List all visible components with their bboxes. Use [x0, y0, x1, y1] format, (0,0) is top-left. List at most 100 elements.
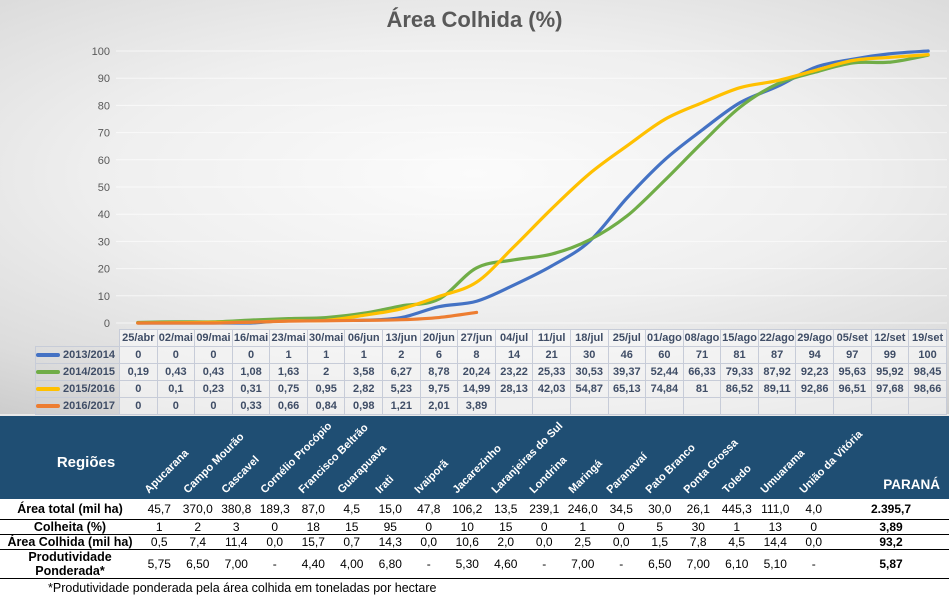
region-column-header: Francisco Beltrão: [296, 421, 371, 496]
value-cell: 89,11: [757, 380, 797, 399]
value-cell: 98,45: [908, 363, 947, 382]
value-cell: 0,43: [194, 363, 233, 382]
region-value-cell: 30: [691, 519, 705, 534]
y-tick-label: 30: [98, 236, 110, 248]
value-cell: 60: [645, 345, 684, 365]
series-row: 2016/2017 0 0 0 0,33 0,66 0,84 0,98 1,21 2,01 3,89: [35, 397, 947, 416]
region-column-header: Laranjeiras do Sul: [489, 420, 566, 496]
value-cell: [682, 397, 722, 416]
value-cell: 97,68: [870, 380, 910, 399]
region-value-cell: 13,5: [494, 501, 518, 516]
value-cell: 94: [795, 345, 834, 365]
value-cell: [908, 397, 947, 416]
region-column-header: Cornélio Procópio: [258, 420, 335, 496]
region-value-cell: -: [426, 556, 431, 571]
value-cell: 81: [682, 380, 722, 399]
value-cell: 46: [607, 345, 647, 365]
value-cell: 2,01: [419, 397, 459, 416]
value-cell: [832, 397, 872, 416]
value-cell: 3,89: [457, 397, 496, 416]
value-cell: 42,03: [532, 380, 571, 399]
region-value-cell: 14,4: [763, 534, 787, 549]
region-value-cell: 0,0: [535, 534, 553, 549]
panel-divider: [0, 414, 949, 416]
date-header-cell: 05/set: [832, 329, 872, 347]
region-value-cell: 5,10: [763, 556, 787, 571]
value-cell: 1,08: [231, 363, 271, 382]
series-line-2016-2017: [136, 310, 479, 325]
region-value-cell: 45,7: [147, 501, 171, 516]
series-row: 2015/2016 0 0,1 0,23 0,31 0,75 0,95 2,82 5,23 9,7…: [35, 380, 947, 399]
value-cell: 0,19: [119, 363, 158, 382]
region-value-cell: 6,10: [725, 556, 749, 571]
region-column-header: Cascavel: [219, 453, 262, 496]
region-value-cell: 0: [810, 519, 818, 534]
region-column-header: Paranavaí: [604, 450, 651, 496]
y-tick-label: 60: [98, 155, 110, 167]
date-header-cell: 13/jun: [382, 329, 421, 347]
value-cell: 0,1: [156, 380, 196, 399]
region-value-cell: 0,0: [805, 534, 823, 549]
region-value-cell: 87,0: [301, 501, 325, 516]
table-corner-cell: [36, 330, 120, 347]
value-cell: 14,99: [457, 380, 496, 399]
region-value-cell: -: [619, 556, 624, 571]
value-cell: 86,52: [720, 380, 759, 399]
chart-title: Área Colhida (%): [386, 7, 563, 32]
y-axis-labels: 0 10 20 30 40 50 60 70 80 90 100: [92, 46, 110, 330]
region-value-cell: 26,1: [686, 501, 710, 516]
region-value-cell: 4,00: [340, 556, 364, 571]
region-value-cell: 380,8: [221, 501, 252, 516]
region-value-cell: 3: [232, 519, 240, 534]
date-header-cell: 15/ago: [720, 329, 759, 347]
y-tick-label: 10: [98, 291, 110, 303]
region-value-cell: 11,4: [225, 534, 248, 549]
value-cell: 1: [344, 345, 384, 365]
date-header-cell: 20/jun: [419, 329, 459, 347]
region-row: Colheita (%) 1 2 3 0 18 15 95 0 10 15 0 1 0 5 30 1 13 0 3,8…: [0, 519, 949, 534]
region-value-cell: 370,0: [182, 501, 213, 516]
region-row: Área total (mil ha) 45,7 370,0 380,8 189,3 87…: [0, 499, 949, 519]
value-cell: [720, 397, 759, 416]
region-value-cell: -: [811, 556, 816, 571]
parana-total-cell: 93,2: [879, 534, 903, 549]
parana-total-cell: 5,87: [879, 556, 903, 571]
value-cell: 0,98: [344, 397, 384, 416]
chart-panel: 0 10 20 30 40 50 60 70 80 90 100 Área Colhida (%) …: [0, 0, 949, 416]
region-value-cell: 4,40: [301, 556, 325, 571]
value-cell: 0,23: [194, 380, 233, 399]
region-value-cell: 5: [656, 519, 664, 534]
region-column-header: Ivaiporã: [412, 457, 451, 496]
y-tick-label: 90: [98, 73, 110, 85]
region-value-cell: 7,00: [571, 556, 595, 571]
value-cell: 1: [306, 345, 346, 365]
gridlines: [116, 50, 947, 324]
value-cell: 5,23: [382, 380, 421, 399]
date-header-cell: 30/mai: [306, 329, 346, 347]
legend-swatch-2014-2015: [36, 370, 60, 375]
value-cell: [569, 397, 609, 416]
region-value-cell: 2: [194, 519, 202, 534]
region-value-cell: 10,6: [455, 534, 479, 549]
date-header-cell: 09/mai: [194, 329, 233, 347]
region-value-cell: 14,3: [378, 534, 402, 549]
value-cell: 30,53: [569, 363, 609, 382]
region-row: Área Colhida (mil ha) 0,5 7,4 11,4 0,0 15,7 0,…: [0, 534, 949, 549]
region-value-cell: 0: [271, 519, 279, 534]
value-cell: 8,78: [419, 363, 459, 382]
region-value-cell: 5,30: [455, 556, 479, 571]
legend-swatch-2013-2014: [36, 353, 60, 358]
row-label: Área total (mil ha): [17, 501, 123, 516]
value-cell: 96,51: [832, 380, 872, 399]
region-value-cell: 95: [383, 519, 397, 534]
region-value-cell: 7,00: [224, 556, 248, 571]
region-value-cell: 111,0: [761, 501, 790, 516]
y-tick-label: 80: [98, 100, 110, 112]
value-cell: 0: [119, 345, 158, 365]
region-value-cell: 18: [306, 519, 320, 534]
value-cell: 25,33: [532, 363, 571, 382]
region-value-cell: 0,5: [150, 534, 168, 549]
region-value-cell: 0,7: [343, 534, 361, 549]
parana-label: PARANÁ: [883, 477, 940, 492]
legend-cell: 2013/2014: [35, 345, 120, 365]
